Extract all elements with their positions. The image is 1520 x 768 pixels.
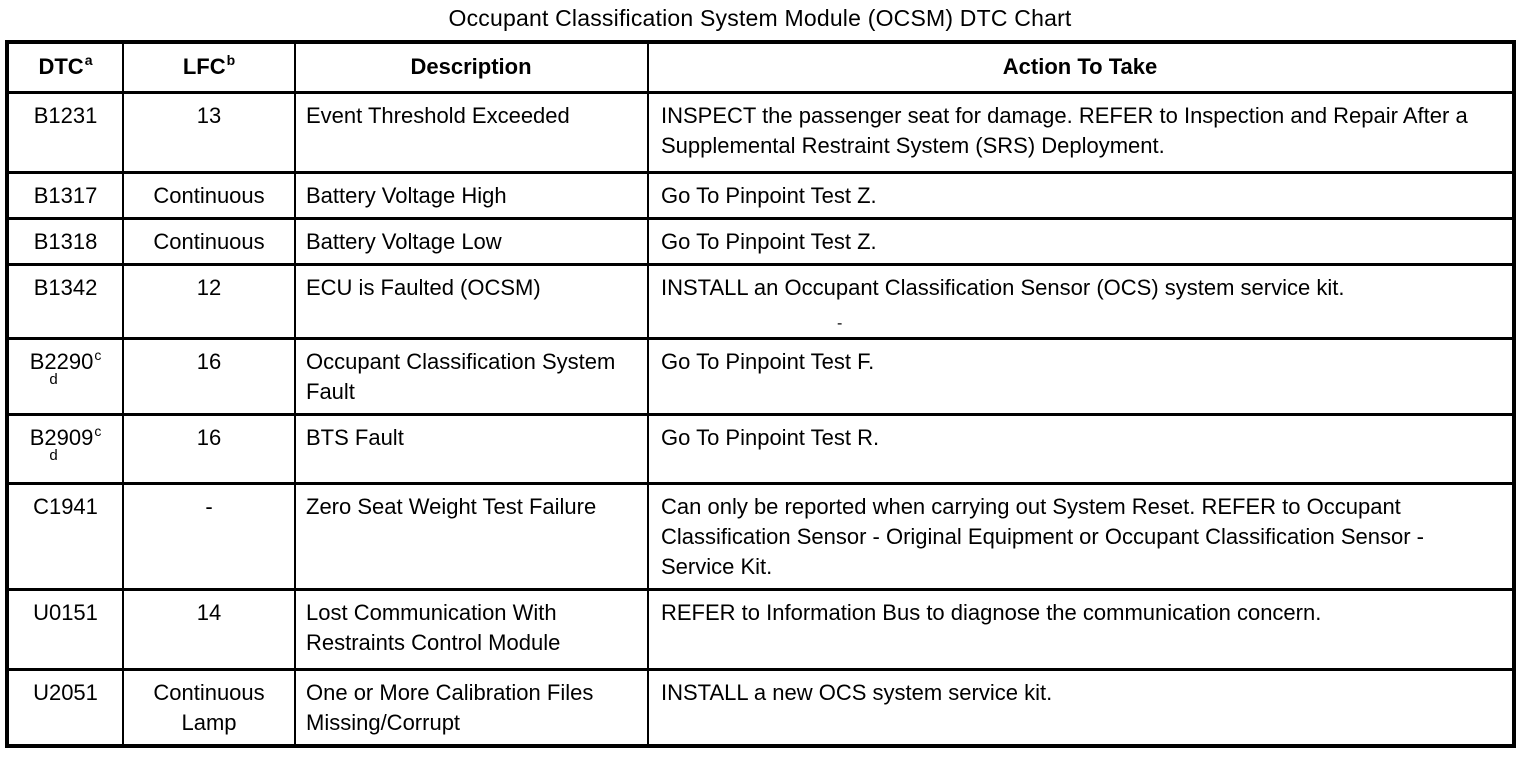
header-row: DTCa LFCb Description Action To Take xyxy=(6,40,1515,94)
description-cell: Occupant Classification System Fault xyxy=(294,336,649,416)
lfc-cell: 12 xyxy=(122,262,296,340)
dtc-footnote-sub: d xyxy=(49,446,58,464)
header-cell-dtc: DTCa xyxy=(6,40,124,94)
action-cell: Go To Pinpoint Test R. xyxy=(647,412,1515,485)
action-cell: INSPECT the passenger seat for damage. R… xyxy=(647,90,1515,174)
lfc-cell: Continuous xyxy=(122,170,296,220)
dtc-cell: B1342 xyxy=(6,262,124,340)
description-cell: ECU is Faulted (OCSM) xyxy=(294,262,649,340)
action-cell: Go To Pinpoint Test F. xyxy=(647,336,1515,416)
action-text: Go To Pinpoint Test F. xyxy=(661,348,875,374)
action-stray-mark: - xyxy=(837,314,843,332)
dtc-cell: B1231 xyxy=(6,90,124,174)
action-cell: Go To Pinpoint Test Z. xyxy=(647,216,1515,266)
dtc-cell: B1318 xyxy=(6,216,124,266)
dtc-code: B1342 xyxy=(33,274,98,300)
description-cell: Zero Seat Weight Test Failure xyxy=(294,481,649,591)
table-row: B1342 12 ECU is Faulted (OCSM) INSTALL a… xyxy=(6,262,1515,340)
action-text: REFER to Information Bus to diagnose the… xyxy=(661,599,1322,625)
header-label-action: Action To Take xyxy=(1002,54,1158,80)
dtc-cell: B1317 xyxy=(6,170,124,220)
header-label-lfc: LFC xyxy=(182,54,226,80)
table-row: C1941 - Zero Seat Weight Test Failure Ca… xyxy=(6,481,1515,591)
action-text: Go To Pinpoint Test R. xyxy=(661,424,880,450)
table-row: B1231 13 Event Threshold Exceeded INSPEC… xyxy=(6,90,1515,174)
lfc-cell: 16 xyxy=(122,412,296,485)
dtc-cell: B2909c d xyxy=(6,412,124,485)
lfc-cell: - xyxy=(122,481,296,591)
dtc-footnote-sub: d xyxy=(49,370,58,388)
header-cell-lfc: LFCb xyxy=(122,40,296,94)
action-cell: Go To Pinpoint Test Z. xyxy=(647,170,1515,220)
action-text: Can only be reported when carrying out S… xyxy=(661,493,1424,579)
dtc-table-header: DTCa LFCb Description Action To Take xyxy=(6,40,1515,94)
description-cell: One or More Calibration Files Missing/Co… xyxy=(294,667,649,747)
description-cell: BTS Fault xyxy=(294,412,649,485)
lfc-cell: 13 xyxy=(122,90,296,174)
lfc-cell: 14 xyxy=(122,587,296,671)
dtc-code: B1231 xyxy=(33,102,98,128)
dtc-footnote-sup: c xyxy=(94,422,102,439)
action-cell: INSTALL an Occupant Classification Senso… xyxy=(647,262,1515,340)
lfc-cell: Continuous xyxy=(122,216,296,266)
header-label-dtc: DTC xyxy=(38,54,84,80)
dtc-code: B1317 xyxy=(33,182,98,208)
footnote-marker-b: b xyxy=(226,52,236,69)
lfc-cell: 16 xyxy=(122,336,296,416)
document-page: Occupant Classification System Module (O… xyxy=(5,5,1516,748)
description-cell: Battery Voltage Low xyxy=(294,216,649,266)
description-cell: Event Threshold Exceeded xyxy=(294,90,649,174)
table-row: B2909c d 16 BTS Fault Go To Pinpoint Tes… xyxy=(6,412,1515,485)
action-text: Go To Pinpoint Test Z. xyxy=(661,228,877,254)
table-row: U0151 14 Lost Communication With Restrai… xyxy=(6,587,1515,671)
table-row: B1318 Continuous Battery Voltage Low Go … xyxy=(6,216,1515,266)
dtc-table-body: B1231 13 Event Threshold Exceeded INSPEC… xyxy=(6,90,1515,747)
dtc-cell: C1941 xyxy=(6,481,124,591)
page-title: Occupant Classification System Module (O… xyxy=(448,5,1072,31)
dtc-cell: B2290c d xyxy=(6,336,124,416)
header-label-description: Description xyxy=(410,54,532,80)
action-cell: REFER to Information Bus to diagnose the… xyxy=(647,587,1515,671)
dtc-code: C1941 xyxy=(33,493,98,519)
lfc-cell: Continuous Lamp xyxy=(122,667,296,747)
action-text: INSPECT the passenger seat for damage. R… xyxy=(661,102,1468,158)
dtc-code: B2909c xyxy=(29,422,102,450)
header-cell-description: Description xyxy=(294,40,649,94)
action-text: Go To Pinpoint Test Z. xyxy=(661,182,877,208)
action-cell: INSTALL a new OCS system service kit. xyxy=(647,667,1515,747)
action-text: INSTALL a new OCS system service kit. xyxy=(661,679,1053,705)
description-cell: Lost Communication With Restraints Contr… xyxy=(294,587,649,671)
table-row: B1317 Continuous Battery Voltage High Go… xyxy=(6,170,1515,220)
dtc-cell: U0151 xyxy=(6,587,124,671)
description-cell: Battery Voltage High xyxy=(294,170,649,220)
header-cell-action: Action To Take xyxy=(647,40,1515,94)
dtc-code: B1318 xyxy=(33,228,98,254)
dtc-footnote-sup: c xyxy=(94,346,102,363)
dtc-cell: U2051 xyxy=(6,667,124,747)
table-row: U2051 Continuous Lamp One or More Calibr… xyxy=(6,667,1515,747)
dtc-code: U0151 xyxy=(33,599,98,625)
dtc-table: DTCa LFCb Description Action To Take B12… xyxy=(5,40,1516,748)
footnote-marker-a: a xyxy=(84,52,93,69)
dtc-code: B2290c xyxy=(29,346,102,374)
action-text: INSTALL an Occupant Classification Senso… xyxy=(661,274,1345,300)
dtc-code: U2051 xyxy=(33,679,98,705)
action-cell: Can only be reported when carrying out S… xyxy=(647,481,1515,591)
table-row: B2290c d 16 Occupant Classification Syst… xyxy=(6,336,1515,416)
